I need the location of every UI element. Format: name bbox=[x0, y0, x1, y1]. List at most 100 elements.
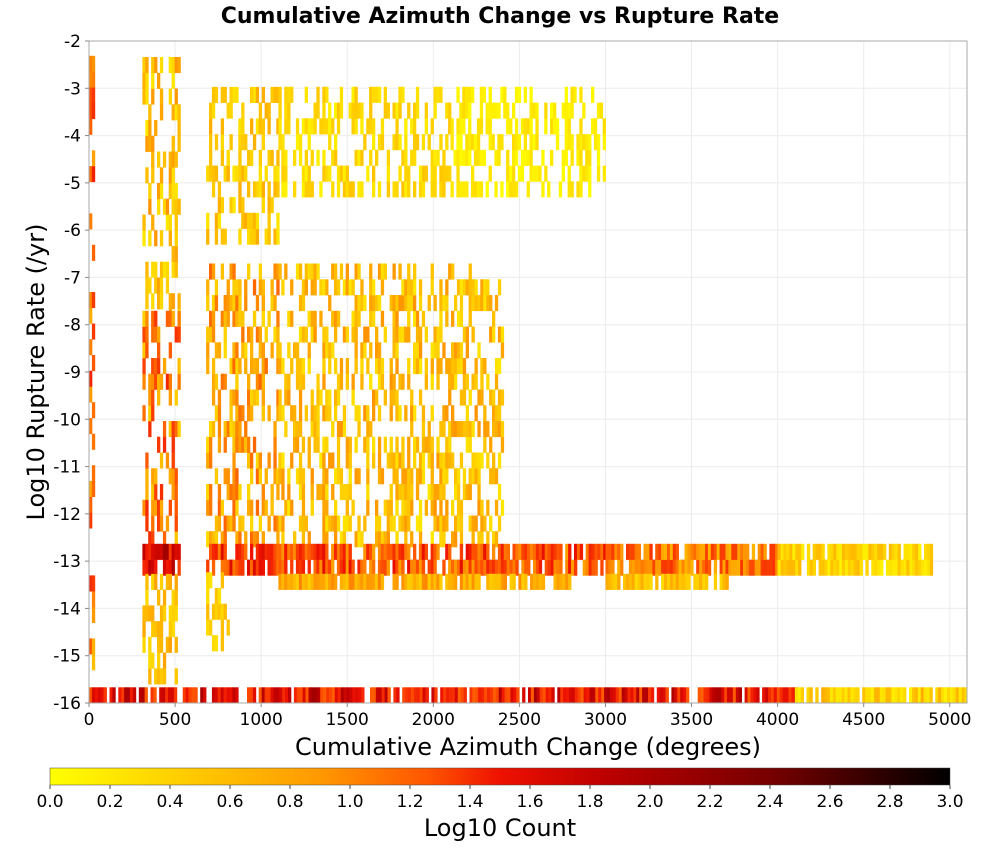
heatmap-cell bbox=[325, 326, 329, 343]
heatmap-cell bbox=[284, 559, 288, 576]
heatmap-cell bbox=[89, 496, 93, 513]
heatmap-cell bbox=[786, 543, 790, 560]
heatmap-cell bbox=[168, 636, 172, 653]
heatmap-cell bbox=[436, 149, 440, 166]
heatmap-cell bbox=[442, 165, 446, 182]
heatmap-cell bbox=[402, 687, 406, 703]
heatmap-cell bbox=[209, 149, 213, 166]
heatmap-cell bbox=[782, 687, 786, 703]
heatmap-cell bbox=[870, 687, 875, 703]
heatmap-cell bbox=[336, 468, 341, 485]
heatmap-cell bbox=[421, 468, 426, 485]
heatmap-cell bbox=[287, 86, 291, 103]
y-tick-label: -5 bbox=[64, 174, 81, 194]
heatmap-cell bbox=[480, 543, 484, 560]
heatmap-cell bbox=[713, 543, 718, 560]
heatmap-cell bbox=[148, 135, 152, 152]
heatmap-cell bbox=[342, 543, 347, 560]
heatmap-cell bbox=[792, 559, 796, 576]
heatmap-cell bbox=[357, 405, 361, 422]
heatmap-cell bbox=[445, 543, 449, 560]
heatmap-cell bbox=[339, 165, 344, 182]
heatmap-cell bbox=[276, 484, 280, 501]
heatmap-cell bbox=[304, 405, 308, 422]
heatmap-cell bbox=[97, 687, 102, 703]
heatmap-cell bbox=[377, 295, 382, 312]
heatmap-cell bbox=[252, 86, 257, 103]
heatmap-cell bbox=[313, 543, 317, 560]
heatmap-cell bbox=[151, 88, 155, 105]
heatmap-cell bbox=[500, 543, 505, 560]
heatmap-cell bbox=[142, 605, 146, 622]
heatmap-cell bbox=[392, 515, 396, 532]
heatmap-cell bbox=[334, 468, 338, 485]
heatmap-cell bbox=[765, 687, 769, 703]
heatmap-cell bbox=[375, 342, 379, 359]
heatmap-cell bbox=[357, 468, 361, 485]
heatmap-cell bbox=[735, 687, 740, 703]
heatmap-cell bbox=[915, 559, 919, 576]
heatmap-cell bbox=[304, 165, 308, 182]
heatmap-cell bbox=[281, 279, 285, 296]
heatmap-cell bbox=[313, 118, 317, 135]
heatmap-cell bbox=[229, 687, 233, 703]
heatmap-cell bbox=[541, 149, 545, 166]
heatmap-cell bbox=[795, 559, 799, 576]
heatmap-cell bbox=[209, 452, 213, 469]
heatmap-cell bbox=[366, 165, 370, 182]
heatmap-cell bbox=[853, 687, 857, 703]
heatmap-cell bbox=[392, 559, 396, 576]
heatmap-cell bbox=[684, 543, 688, 560]
heatmap-cell bbox=[636, 687, 640, 703]
heatmap-cell bbox=[544, 165, 548, 182]
heatmap-cell bbox=[290, 310, 294, 327]
heatmap-cell bbox=[672, 573, 677, 590]
heatmap-cell bbox=[235, 86, 239, 103]
x-axis-ticks: 0 500 1000 1500 2000 2500 3000 3500 4000 4500 5000 bbox=[84, 703, 971, 730]
heatmap-cell bbox=[413, 573, 417, 590]
heatmap-cell bbox=[425, 687, 429, 703]
heatmap-cell bbox=[658, 559, 662, 576]
heatmap-cell bbox=[523, 149, 527, 166]
heatmap-cell bbox=[533, 687, 538, 703]
heatmap-cell bbox=[220, 559, 224, 576]
heatmap-cell bbox=[477, 499, 481, 516]
heatmap-cell bbox=[446, 687, 450, 703]
heatmap-cell bbox=[235, 436, 239, 453]
heatmap-cell bbox=[579, 181, 583, 198]
heatmap-cell bbox=[278, 342, 282, 359]
heatmap-cell bbox=[448, 358, 452, 375]
heatmap-cell bbox=[514, 86, 519, 103]
heatmap-cell bbox=[911, 687, 916, 703]
heatmap-cell bbox=[593, 134, 598, 151]
heatmap-cell bbox=[165, 214, 170, 231]
heatmap-cell bbox=[850, 543, 855, 560]
heatmap-cell bbox=[404, 573, 408, 590]
heatmap-cell bbox=[322, 86, 326, 103]
heatmap-cell bbox=[842, 543, 846, 560]
heatmap-cell bbox=[366, 421, 370, 438]
heatmap-cell bbox=[151, 57, 155, 74]
heatmap-cell bbox=[926, 559, 931, 576]
heatmap-cell bbox=[568, 559, 572, 576]
heatmap-cell bbox=[342, 573, 347, 590]
heatmap-cell bbox=[235, 468, 239, 485]
heatmap-cell bbox=[604, 687, 608, 703]
heatmap-cell bbox=[298, 573, 303, 590]
heatmap-cell bbox=[372, 389, 376, 406]
heatmap-cell bbox=[157, 293, 161, 310]
heatmap-cell bbox=[209, 421, 213, 438]
heatmap-cell bbox=[410, 405, 414, 422]
heatmap-cell bbox=[168, 421, 172, 438]
heatmap-cell bbox=[162, 559, 167, 576]
heatmap-cell bbox=[918, 559, 922, 576]
heatmap-cell bbox=[276, 86, 280, 103]
heatmap-cell bbox=[145, 468, 149, 485]
heatmap-cell bbox=[284, 102, 288, 119]
heatmap-cell bbox=[357, 102, 361, 119]
heatmap-cell bbox=[448, 118, 452, 135]
heatmap-cell bbox=[386, 531, 390, 548]
heatmap-cell bbox=[389, 484, 393, 501]
heatmap-cell bbox=[894, 687, 898, 703]
heatmap-cell bbox=[888, 559, 893, 576]
